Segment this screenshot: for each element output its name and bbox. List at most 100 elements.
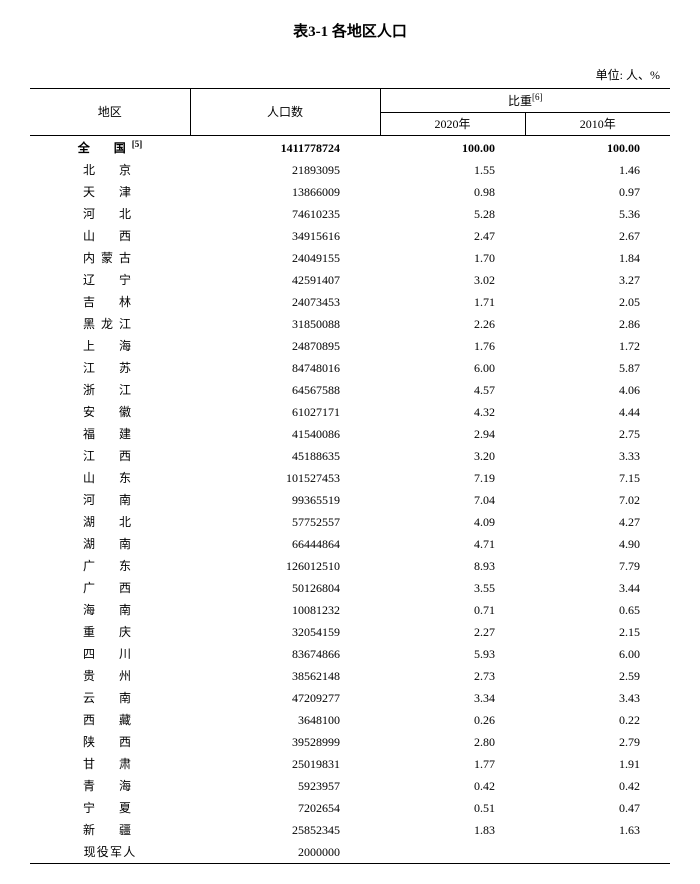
- table-row: 山 东1015274537.197.15: [30, 467, 670, 489]
- cell-population: 1411778724: [190, 136, 380, 160]
- col-header-population: 人口数: [190, 89, 380, 136]
- cell-region: 河 北: [30, 203, 190, 225]
- cell-pct2010: 0.65: [525, 599, 670, 621]
- cell-pct2020: 2.80: [380, 731, 525, 753]
- cell-population: 39528999: [190, 731, 380, 753]
- cell-region: 浙 江: [30, 379, 190, 401]
- cell-pct2020: [380, 841, 525, 864]
- cell-population: 38562148: [190, 665, 380, 687]
- cell-population: 45188635: [190, 445, 380, 467]
- cell-pct2010: 2.15: [525, 621, 670, 643]
- cell-pct2020: 2.26: [380, 313, 525, 335]
- unit-label: 单位: 人、%: [30, 66, 670, 83]
- cell-population: 3648100: [190, 709, 380, 731]
- cell-pct2020: 0.42: [380, 775, 525, 797]
- table-row: 广 西501268043.553.44: [30, 577, 670, 599]
- table-header: 地区 人口数 比重[6] 2020年 2010年: [30, 89, 670, 136]
- cell-pct2010: 4.06: [525, 379, 670, 401]
- cell-region: 安 徽: [30, 401, 190, 423]
- table-row: 福 建415400862.942.75: [30, 423, 670, 445]
- table-row: 甘 肃250198311.771.91: [30, 753, 670, 775]
- cell-population: 25019831: [190, 753, 380, 775]
- cell-region: 陕 西: [30, 731, 190, 753]
- cell-pct2020: 1.76: [380, 335, 525, 357]
- cell-pct2020: 2.47: [380, 225, 525, 247]
- cell-region: 现役军人: [30, 841, 190, 864]
- cell-region: 黑龙江: [30, 313, 190, 335]
- cell-population: 50126804: [190, 577, 380, 599]
- cell-population: 32054159: [190, 621, 380, 643]
- cell-pct2020: 4.09: [380, 511, 525, 533]
- cell-pct2020: 7.04: [380, 489, 525, 511]
- col-header-2020: 2020年: [380, 113, 525, 136]
- table-title: 表3-1 各地区人口: [30, 20, 670, 41]
- cell-region: 江 苏: [30, 357, 190, 379]
- cell-population: 47209277: [190, 687, 380, 709]
- cell-pct2010: 2.79: [525, 731, 670, 753]
- cell-pct2020: 2.73: [380, 665, 525, 687]
- cell-population: 24073453: [190, 291, 380, 313]
- cell-population: 41540086: [190, 423, 380, 445]
- cell-population: 61027171: [190, 401, 380, 423]
- cell-region: 云 南: [30, 687, 190, 709]
- cell-pct2010: 1.46: [525, 159, 670, 181]
- cell-region: 贵 州: [30, 665, 190, 687]
- cell-population: 126012510: [190, 555, 380, 577]
- cell-pct2020: 4.57: [380, 379, 525, 401]
- table-row: 贵 州385621482.732.59: [30, 665, 670, 687]
- cell-pct2010: [525, 841, 670, 864]
- cell-region: 山 西: [30, 225, 190, 247]
- cell-region: 广 西: [30, 577, 190, 599]
- table-row: 江 苏847480166.005.87: [30, 357, 670, 379]
- cell-region: 辽 宁: [30, 269, 190, 291]
- cell-pct2010: 1.72: [525, 335, 670, 357]
- cell-pct2020: 0.51: [380, 797, 525, 819]
- cell-region: 上 海: [30, 335, 190, 357]
- cell-pct2020: 1.71: [380, 291, 525, 313]
- cell-pct2010: 0.97: [525, 181, 670, 203]
- cell-pct2010: 5.87: [525, 357, 670, 379]
- cell-pct2020: 6.00: [380, 357, 525, 379]
- cell-pct2020: 3.55: [380, 577, 525, 599]
- cell-pct2010: 1.91: [525, 753, 670, 775]
- cell-population: 5923957: [190, 775, 380, 797]
- cell-region: 青 海: [30, 775, 190, 797]
- cell-region: 宁 夏: [30, 797, 190, 819]
- proportion-label: 比重: [508, 94, 532, 108]
- cell-pct2020: 0.98: [380, 181, 525, 203]
- cell-region: 西 藏: [30, 709, 190, 731]
- table-row: 湖 南664448644.714.90: [30, 533, 670, 555]
- table-row: 黑龙江318500882.262.86: [30, 313, 670, 335]
- cell-region: 全 国[5]: [30, 136, 190, 160]
- cell-pct2010: 7.15: [525, 467, 670, 489]
- cell-pct2010: 3.43: [525, 687, 670, 709]
- cell-pct2010: 1.84: [525, 247, 670, 269]
- cell-region: 湖 南: [30, 533, 190, 555]
- cell-pct2010: 7.02: [525, 489, 670, 511]
- table-row: 云 南472092773.343.43: [30, 687, 670, 709]
- cell-region: 福 建: [30, 423, 190, 445]
- cell-region: 河 南: [30, 489, 190, 511]
- table-row: 北 京218930951.551.46: [30, 159, 670, 181]
- table-row: 宁 夏72026540.510.47: [30, 797, 670, 819]
- table-row: 现役军人2000000: [30, 841, 670, 864]
- cell-region: 重 庆: [30, 621, 190, 643]
- cell-population: 31850088: [190, 313, 380, 335]
- cell-region: 江 西: [30, 445, 190, 467]
- cell-region: 四 川: [30, 643, 190, 665]
- cell-region: 海 南: [30, 599, 190, 621]
- table-row: 四 川836748665.936.00: [30, 643, 670, 665]
- cell-pct2010: 3.33: [525, 445, 670, 467]
- cell-pct2010: 7.79: [525, 555, 670, 577]
- cell-population: 83674866: [190, 643, 380, 665]
- table-row: 河 南993655197.047.02: [30, 489, 670, 511]
- table-row: 西 藏36481000.260.22: [30, 709, 670, 731]
- cell-pct2010: 2.67: [525, 225, 670, 247]
- cell-pct2010: 2.59: [525, 665, 670, 687]
- cell-pct2020: 7.19: [380, 467, 525, 489]
- cell-region: 天 津: [30, 181, 190, 203]
- cell-pct2020: 4.71: [380, 533, 525, 555]
- cell-pct2010: 2.86: [525, 313, 670, 335]
- cell-pct2020: 3.20: [380, 445, 525, 467]
- cell-region: 湖 北: [30, 511, 190, 533]
